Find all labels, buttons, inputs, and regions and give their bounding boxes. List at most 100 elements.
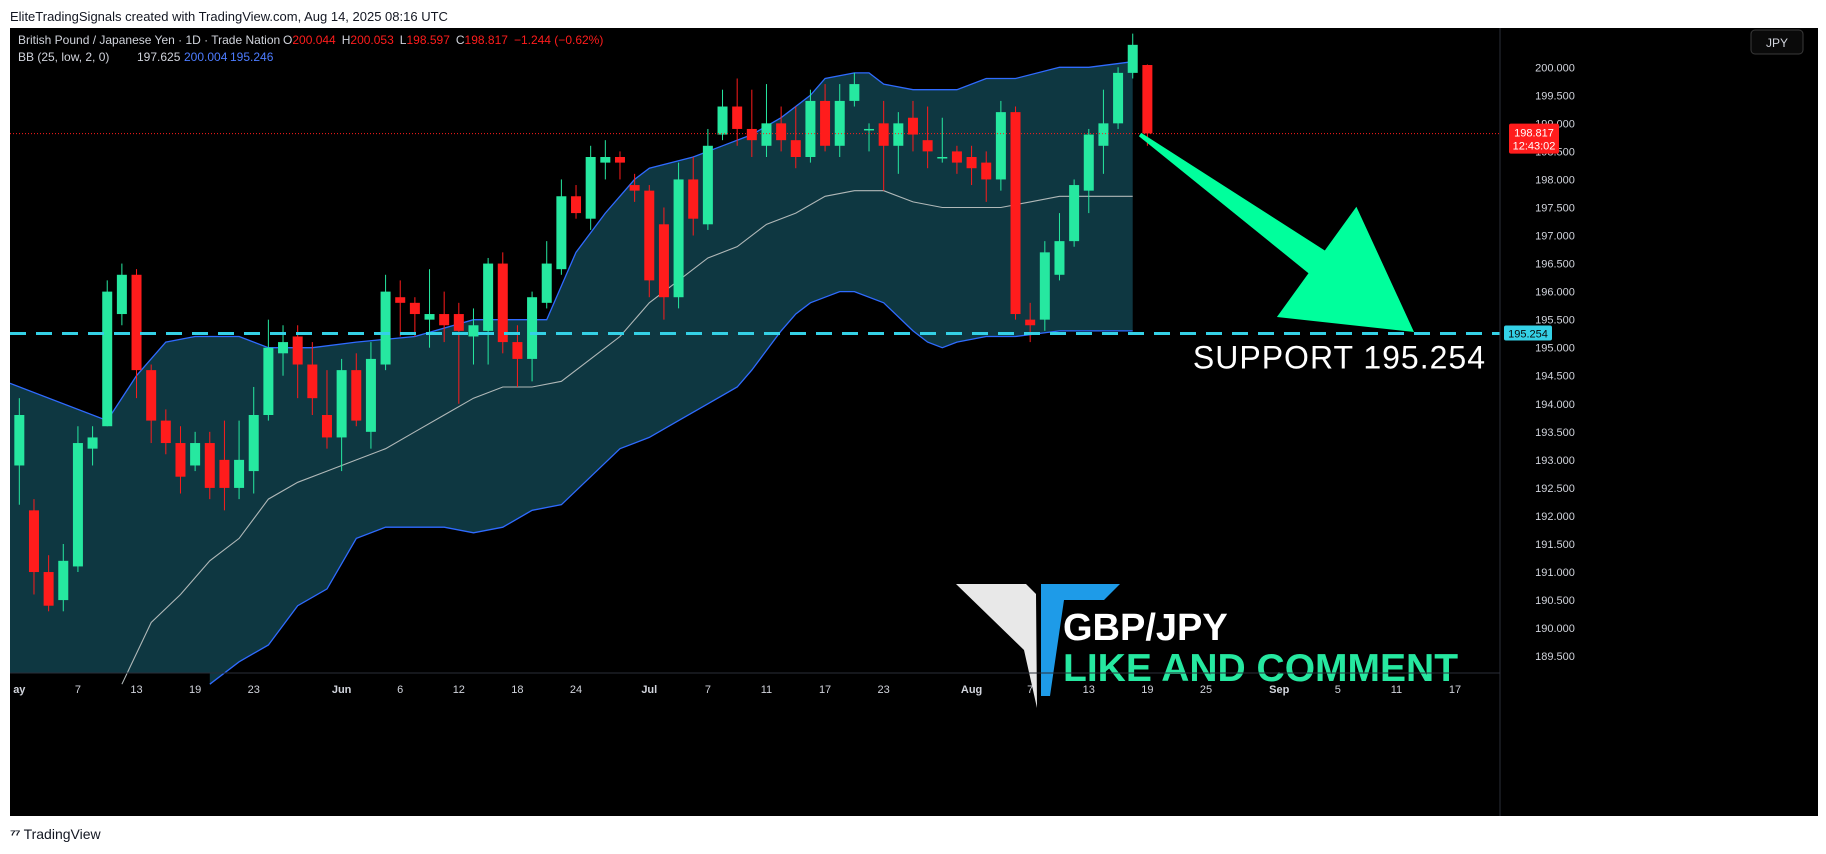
candle[interactable] (805, 89, 816, 163)
candle[interactable] (907, 100, 918, 152)
candle[interactable] (28, 499, 39, 595)
candle-body (688, 179, 699, 219)
candle[interactable] (234, 420, 245, 500)
candle[interactable] (776, 106, 787, 152)
candle[interactable] (1127, 33, 1138, 79)
candle[interactable] (1010, 106, 1021, 320)
candle[interactable] (614, 151, 625, 180)
candle[interactable] (878, 100, 889, 191)
candle[interactable] (146, 364, 157, 444)
candle[interactable] (820, 84, 831, 152)
candle[interactable] (14, 398, 25, 505)
candle[interactable] (102, 280, 113, 427)
candle[interactable] (732, 78, 743, 146)
candle[interactable] (981, 151, 992, 202)
logo-title: GBP/JPY (1063, 607, 1228, 649)
candle[interactable] (585, 145, 596, 230)
candle[interactable] (116, 263, 127, 326)
candle-body (717, 106, 728, 135)
candle-body (761, 123, 772, 146)
candle[interactable] (395, 280, 406, 337)
time-tick-label: Sep (1269, 684, 1289, 696)
candle[interactable] (58, 544, 69, 612)
candle[interactable] (380, 274, 391, 371)
candle[interactable] (365, 342, 376, 449)
candle[interactable] (849, 72, 860, 107)
candle[interactable] (1113, 67, 1124, 129)
candle[interactable] (556, 179, 567, 275)
candle[interactable] (131, 269, 142, 399)
candle[interactable] (1039, 241, 1050, 331)
candle[interactable] (204, 431, 215, 500)
candle[interactable] (541, 241, 552, 309)
candle[interactable] (409, 297, 420, 337)
candle[interactable] (995, 100, 1006, 191)
candle[interactable] (351, 353, 362, 427)
candle[interactable] (761, 84, 772, 157)
legend-change: −1.244 (−0.62%) (514, 33, 603, 47)
candle[interactable] (966, 145, 977, 186)
price-tick-label: 193.500 (1535, 427, 1575, 439)
candle[interactable] (834, 84, 845, 157)
candle[interactable] (160, 409, 171, 455)
candle[interactable] (248, 386, 259, 494)
candle[interactable] (43, 555, 54, 612)
candle-body (483, 263, 494, 331)
candle[interactable] (468, 308, 479, 365)
candle[interactable] (87, 426, 98, 466)
candle[interactable] (688, 157, 699, 236)
candle[interactable] (717, 89, 728, 141)
candle[interactable] (190, 431, 201, 472)
logo-blue-mark (1041, 584, 1120, 696)
candle[interactable] (336, 358, 347, 472)
candle[interactable] (629, 173, 640, 202)
chart-panel[interactable]: SUPPORT 195.254 GBP/JPY LIKE AND COMMENT 1… (10, 28, 1818, 816)
candle[interactable] (644, 185, 655, 298)
candle[interactable] (951, 145, 962, 174)
candle[interactable] (600, 140, 611, 180)
candle[interactable] (1083, 128, 1094, 214)
candle-body (1039, 252, 1050, 320)
candle-body (1025, 319, 1036, 326)
candle[interactable] (1025, 302, 1036, 343)
candle-body (922, 140, 933, 152)
candle[interactable] (512, 325, 523, 387)
currency-button[interactable]: JPY (1750, 29, 1804, 55)
candle[interactable] (219, 420, 230, 511)
candle-body (571, 196, 582, 214)
target-arrow (1138, 132, 1414, 332)
candle[interactable] (790, 106, 801, 169)
candle-body (146, 370, 157, 421)
candle[interactable] (527, 291, 538, 382)
time-tick-label: 7 (1027, 684, 1033, 696)
candle[interactable] (1142, 64, 1153, 146)
candle[interactable] (571, 185, 582, 219)
candle[interactable] (1069, 179, 1080, 247)
footer-brand[interactable]: ⁷⁷ TradingView (10, 826, 101, 842)
price-tick-label: 192.000 (1535, 511, 1575, 523)
candle[interactable] (658, 207, 669, 320)
candle[interactable] (497, 252, 508, 354)
candle[interactable] (673, 162, 684, 309)
candle-body (556, 196, 567, 270)
candle[interactable] (307, 342, 318, 415)
candle[interactable] (483, 257, 494, 365)
candle[interactable] (263, 319, 274, 421)
candle[interactable] (893, 112, 904, 174)
candle[interactable] (175, 426, 186, 494)
candle[interactable] (453, 302, 464, 404)
current-price-tag-value: 198.817 (1514, 128, 1554, 140)
candle[interactable] (321, 370, 332, 449)
candle[interactable] (864, 123, 875, 152)
candle[interactable] (746, 89, 757, 157)
legend-bb-basis: 197.625 (137, 50, 181, 64)
candle[interactable] (702, 128, 713, 230)
candle[interactable] (292, 325, 303, 399)
candle[interactable] (937, 117, 948, 163)
candle[interactable] (1054, 213, 1065, 281)
candle[interactable] (1098, 89, 1109, 174)
candle[interactable] (922, 106, 933, 169)
candle[interactable] (72, 426, 83, 573)
candle[interactable] (439, 291, 450, 343)
